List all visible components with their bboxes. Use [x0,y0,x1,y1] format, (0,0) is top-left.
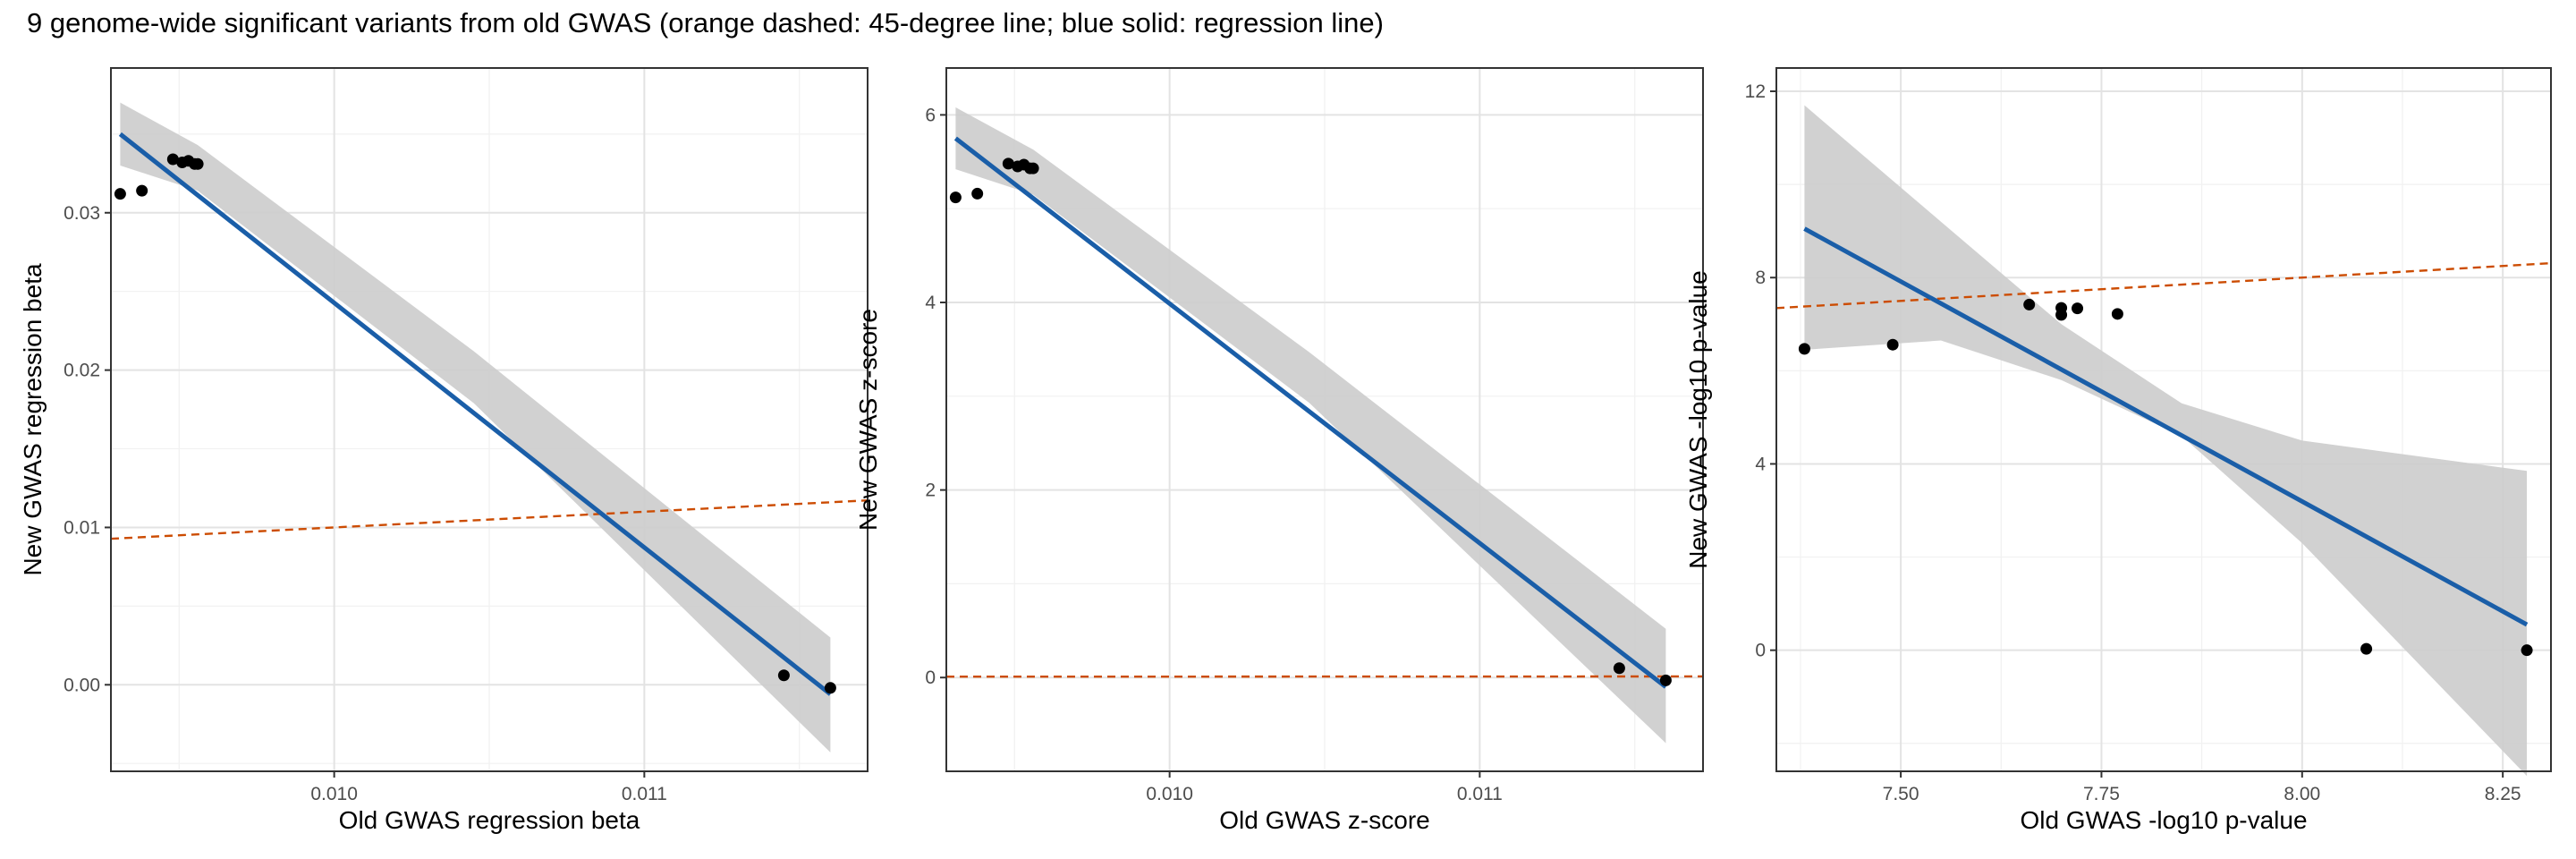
panel-3: 7.50 7.75 8.00 8.25 0 4 8 12 Old GWAS -log10 p-v… [1684,67,2552,834]
confidence-band [1804,105,2528,777]
y-tick-label: 0.03 [64,203,100,224]
data-point [949,191,962,204]
regression-line [118,132,832,696]
y-tick-label: 0.01 [64,517,100,538]
data-point [2111,308,2123,320]
data-point [777,669,790,682]
y-tick-label: 12 [1745,81,1766,102]
y-tick-label: 0.02 [64,361,100,381]
panel-border [110,67,869,772]
x-tick-label: 0.010 [310,784,358,804]
x-tick-label: 7.50 [1883,784,1919,804]
panel-border [1775,67,2552,772]
y-tick-label: 0 [1755,641,1766,661]
x-axis-title: Old GWAS regression beta [339,806,640,834]
x-tick-label: 8.25 [2485,784,2521,804]
x-tick-label: 0.010 [1146,784,1193,804]
x-tick-label: 0.011 [1457,784,1503,804]
x-tick-label: 0.011 [622,784,667,804]
data-point [1798,343,1810,355]
data-point [191,157,204,170]
x-tick-label: 8.00 [2284,784,2320,804]
y-tick-label: 0.00 [64,675,100,695]
x-axis-title: Old GWAS z-score [1219,806,1429,834]
panel-border [945,67,1704,772]
y-tick-label: 4 [1755,454,1766,474]
data-point [824,682,836,694]
y-tick-label: 8 [1755,268,1766,288]
data-point [2023,298,2036,310]
y-axis-title: New GWAS -log10 p-value [1684,270,1712,569]
reference-45-degree-line [110,499,869,540]
regression-line [953,136,1667,689]
data-point [2072,302,2084,315]
data-point [1613,662,1625,675]
data-point [2055,309,2068,321]
y-axis-title: New GWAS regression beta [19,263,47,576]
y-tick-label: 0 [925,668,936,688]
reference-45-degree-line [1775,261,2552,310]
data-point [971,187,984,200]
x-axis-title: Old GWAS -log10 p-value [2020,806,2307,834]
data-point [2360,642,2373,655]
data-point [114,188,126,200]
data-point [1659,674,1672,686]
y-tick-label: 4 [925,293,936,313]
confidence-band [955,107,1666,744]
y-tick-label: 6 [925,105,936,125]
y-axis-title: New GWAS z-score [854,309,882,531]
data-point [1886,338,1899,351]
panel-2: 0.010 0.011 0 2 4 6 Old GWAS z-score New GWAS z… [854,67,1704,834]
panel-1: 0.010 0.011 0.00 0.01 0.02 0.03 Old GWAS regre… [19,67,869,834]
regression-line [1803,226,2529,627]
x-tick-label: 7.75 [2083,784,2120,804]
y-tick-label: 2 [925,481,936,501]
data-point [136,184,148,197]
data-point [1002,157,1014,170]
data-point [2521,644,2533,657]
data-point [166,153,179,166]
data-point [1027,162,1039,174]
confidence-band [120,102,831,753]
figure-title: 9 genome-wide significant variants from … [27,7,1384,38]
